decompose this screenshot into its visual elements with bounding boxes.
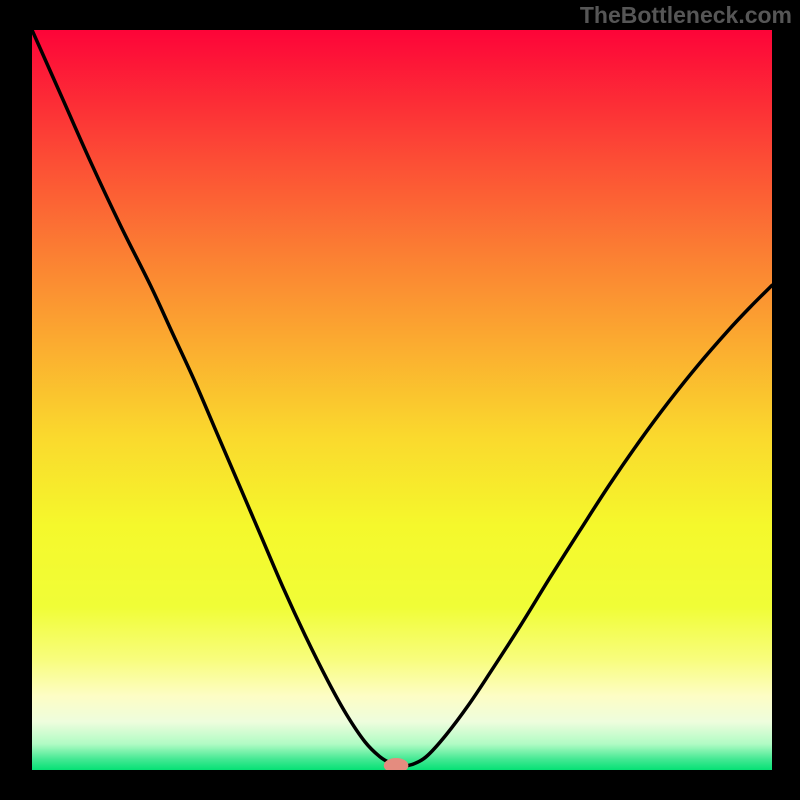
chart-frame: TheBottleneck.com [0, 0, 800, 800]
plot-area [32, 30, 772, 770]
bottleneck-curve-chart [32, 30, 772, 770]
watermark-text: TheBottleneck.com [580, 2, 792, 29]
gradient-background [32, 30, 772, 770]
optimal-point-marker [384, 759, 408, 770]
